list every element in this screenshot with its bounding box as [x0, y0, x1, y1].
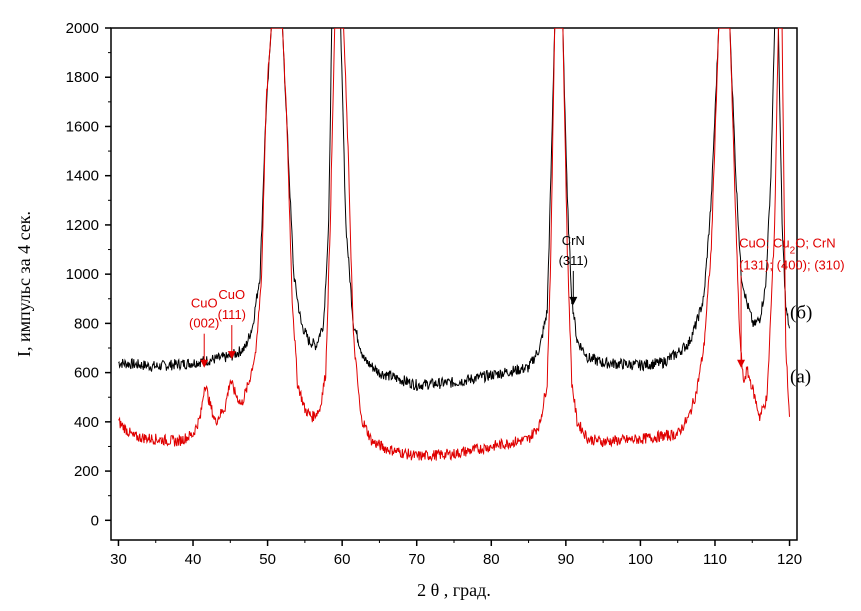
axes [110, 27, 798, 541]
series-line-a [118, 28, 790, 462]
x-tick-label: 120 [777, 551, 802, 568]
y-tick-label: 1800 [66, 69, 99, 86]
x-tick-label: 70 [408, 551, 425, 568]
annotation-hkl: (111) [218, 307, 246, 322]
annotation-hkl: (002) [189, 316, 219, 331]
annotation-label: CrN [562, 233, 585, 248]
x-tick-label: 50 [259, 551, 276, 568]
peak-annotations: CuO(002)CuO(111)CrN(311)CuO; Cu2O; CrN(1… [189, 233, 845, 368]
x-tick-label: 100 [628, 551, 653, 568]
y-tick-label: 1600 [66, 118, 99, 135]
y-tick-label: 1200 [66, 217, 99, 234]
annotation-label: CuO [191, 296, 218, 311]
y-tick-label: 2000 [66, 20, 99, 37]
x-axis-title: 2 θ , град. [417, 580, 491, 600]
series-label-a: (а) [790, 366, 811, 387]
annotation-label: CuO [218, 287, 245, 302]
annotation-hkl: (131); (400); (310) [739, 258, 845, 273]
y-tick-label: 1400 [66, 168, 99, 185]
x-axis-ticks: 30 40 50 60 70 80 90 100 110 120 [110, 540, 802, 568]
x-tick-label: 80 [483, 551, 500, 568]
arrow-head-icon [737, 359, 746, 368]
plot-frame [110, 27, 798, 541]
y-tick-label: 200 [74, 463, 99, 480]
annotation-hkl: (311) [559, 253, 588, 268]
arrow-head-icon [569, 296, 578, 305]
annotation-cuo111: CuO (111) [218, 287, 246, 360]
arrow-head-icon [200, 359, 209, 368]
annotation-multi: CuO; Cu2O; CrN(131); (400); (310) [737, 236, 845, 368]
x-tick-label: 110 [703, 551, 727, 568]
y-tick-label: 800 [74, 315, 99, 332]
series-lines [118, 28, 790, 462]
series-label-b: (б) [790, 302, 812, 323]
y-tick-label: 0 [91, 512, 99, 529]
x-tick-label: 60 [334, 551, 351, 568]
x-tick-label: 40 [185, 551, 202, 568]
y-tick-label: 400 [74, 414, 99, 431]
annotation-cuo002: CuO (002) [189, 296, 219, 368]
y-tick-label: 1000 [66, 266, 99, 283]
arrow-head-icon [227, 351, 236, 360]
x-tick-label: 90 [558, 551, 575, 568]
y-tick-label: 600 [74, 365, 99, 382]
y-axis-ticks: 0 200 400 600 800 1000 1200 1400 1600 1800 2000 [66, 20, 111, 529]
annotation-label: CuO; Cu2O; CrN [739, 236, 836, 257]
x-tick-label: 30 [110, 551, 127, 568]
annotation-crn311: CrN (311) [559, 233, 588, 305]
series-line-b [118, 28, 790, 391]
y-axis-title: I, импульс за 4 сек. [14, 211, 34, 357]
